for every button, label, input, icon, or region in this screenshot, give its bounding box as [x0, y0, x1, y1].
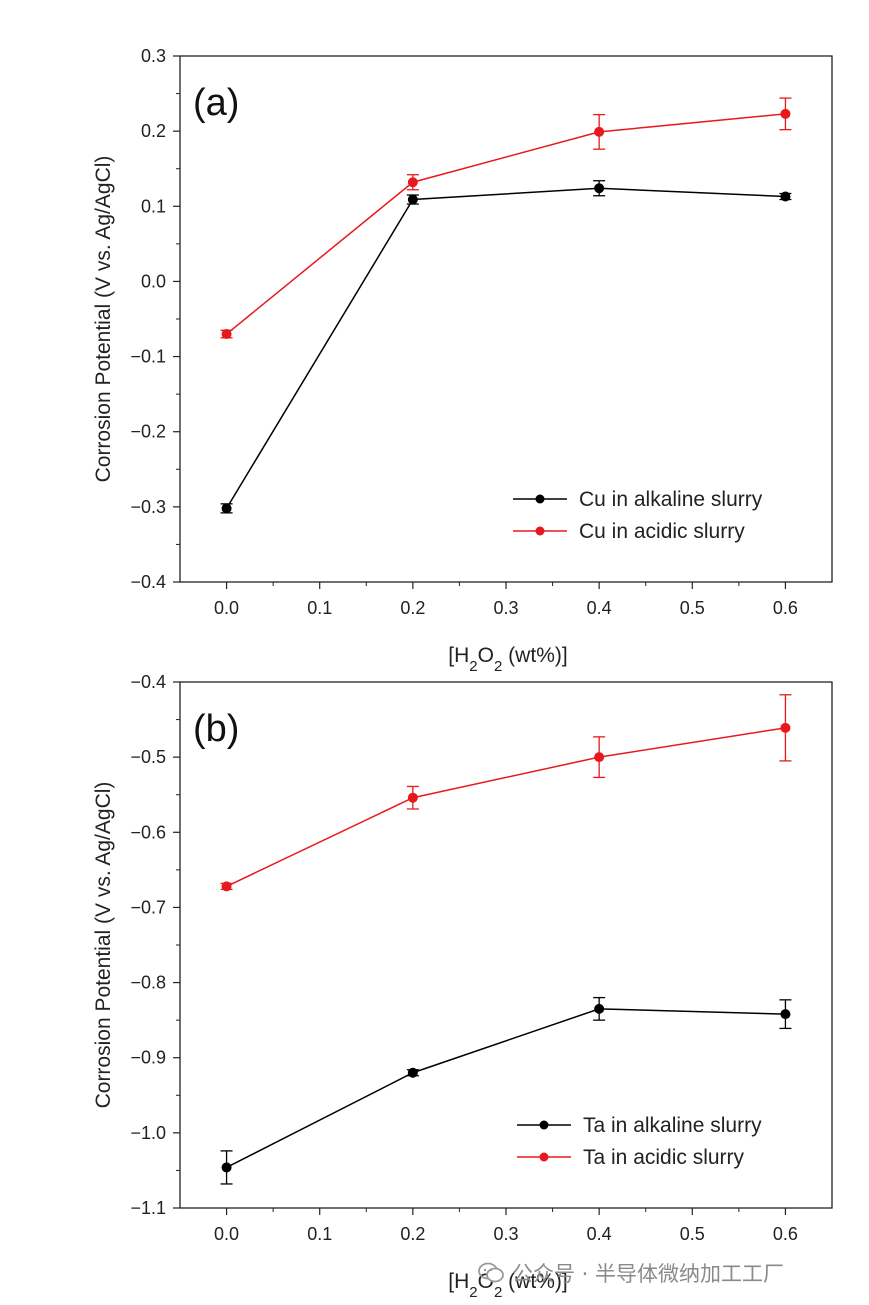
- x-tick-label: 0.6: [773, 598, 798, 618]
- y-tick-label: −0.5: [130, 747, 166, 767]
- y-tick-label: −0.4: [130, 572, 166, 592]
- data-point: [221, 881, 232, 892]
- x-tick-label: 0.3: [493, 1224, 518, 1244]
- data-point: [221, 503, 232, 514]
- y-axis-title: Corrosion Potential (V vs. Ag/AgCl): [92, 156, 115, 483]
- data-point: [594, 183, 605, 194]
- x-tick-label: 0.1: [307, 1224, 332, 1244]
- data-point: [407, 194, 418, 205]
- y-tick-label: −0.6: [130, 822, 166, 842]
- data-point: [780, 108, 791, 119]
- panel-label: (b): [193, 708, 239, 750]
- legend-label: Ta in alkaline slurry: [583, 1114, 762, 1137]
- x-tick-label: 0.6: [773, 1224, 798, 1244]
- x-tick-label: 0.5: [680, 1224, 705, 1244]
- legend-swatch-marker: [535, 526, 545, 536]
- y-tick-label: −0.4: [130, 672, 166, 692]
- y-tick-label: −1.1: [130, 1198, 166, 1218]
- watermark-text: 公众号 · 半导体微纳加工工厂: [512, 1262, 785, 1286]
- data-point: [221, 1162, 232, 1173]
- legend-label: Ta in acidic slurry: [583, 1146, 745, 1169]
- y-tick-label: 0.1: [141, 196, 166, 216]
- x-tick-label: 0.0: [214, 1224, 239, 1244]
- x-axis-title: [H2O2 (wt%)]: [448, 644, 567, 675]
- legend: Ta in alkaline slurry Ta in acidic slurry: [517, 1114, 762, 1169]
- data-point: [407, 792, 418, 803]
- legend-label: Cu in acidic slurry: [579, 520, 745, 543]
- series-alkaline: [220, 996, 792, 1185]
- data-point: [780, 1009, 791, 1020]
- series-line: [226, 1008, 786, 1169]
- legend-swatch-marker: [539, 1120, 549, 1130]
- x-tick-label: 0.2: [400, 598, 425, 618]
- series-line: [225, 187, 786, 509]
- x-tick-label: 0.0: [214, 598, 239, 618]
- series-line: [226, 113, 786, 335]
- legend-swatch-marker: [539, 1152, 549, 1162]
- y-tick-label: 0.3: [141, 46, 166, 66]
- data-point: [780, 722, 791, 733]
- panel-label: (a): [193, 82, 239, 124]
- data-point: [594, 126, 605, 137]
- legend: Cu in alkaline slurry Cu in acidic slurry: [513, 488, 763, 543]
- x-tick-label: 0.4: [587, 598, 612, 618]
- watermark: 公众号 · 半导体微纳加工工厂: [478, 1258, 784, 1288]
- data-point: [594, 752, 605, 763]
- y-tick-label: −0.3: [130, 497, 166, 517]
- y-tick-label: 0.2: [141, 121, 166, 141]
- y-tick-label: −0.9: [130, 1048, 166, 1068]
- data-point: [407, 177, 418, 188]
- y-tick-label: −0.2: [130, 422, 166, 442]
- data-point: [780, 191, 791, 202]
- y-tick-label: −1.0: [130, 1123, 166, 1143]
- x-tick-label: 0.4: [587, 1224, 612, 1244]
- x-tick-label: 0.2: [400, 1224, 425, 1244]
- chart-panel-b: 0.0 0.1 0.2 0.3 0.4 0.5 0.6 −1.1 −1.0 −0.9 −0.8 −0.…: [92, 672, 833, 1301]
- x-tick-label: 0.1: [307, 598, 332, 618]
- series-alkaline: [220, 180, 792, 514]
- data-point: [407, 1067, 418, 1078]
- wechat-icon: [478, 1262, 504, 1283]
- y-tick-label: −0.1: [130, 347, 166, 367]
- legend-swatch-marker: [535, 494, 545, 504]
- series-acidic: [220, 694, 792, 892]
- series-acidic: [220, 97, 792, 340]
- data-point: [221, 329, 232, 340]
- series-line: [226, 727, 786, 888]
- x-tick-label: 0.3: [493, 598, 518, 618]
- y-tick-label: 0.0: [141, 271, 166, 291]
- chart-panel-a: 0.0 0.1 0.2 0.3 0.4 0.5 0.6 −0.4 −0.3 −0.2 −0.1 0.0…: [92, 46, 833, 675]
- data-point: [594, 1003, 605, 1014]
- y-tick-label: −0.7: [130, 897, 166, 917]
- x-tick-label: 0.5: [680, 598, 705, 618]
- y-tick-label: −0.8: [130, 973, 166, 993]
- y-axis-title: Corrosion Potential (V vs. Ag/AgCl): [92, 782, 115, 1109]
- legend-label: Cu in alkaline slurry: [579, 488, 763, 511]
